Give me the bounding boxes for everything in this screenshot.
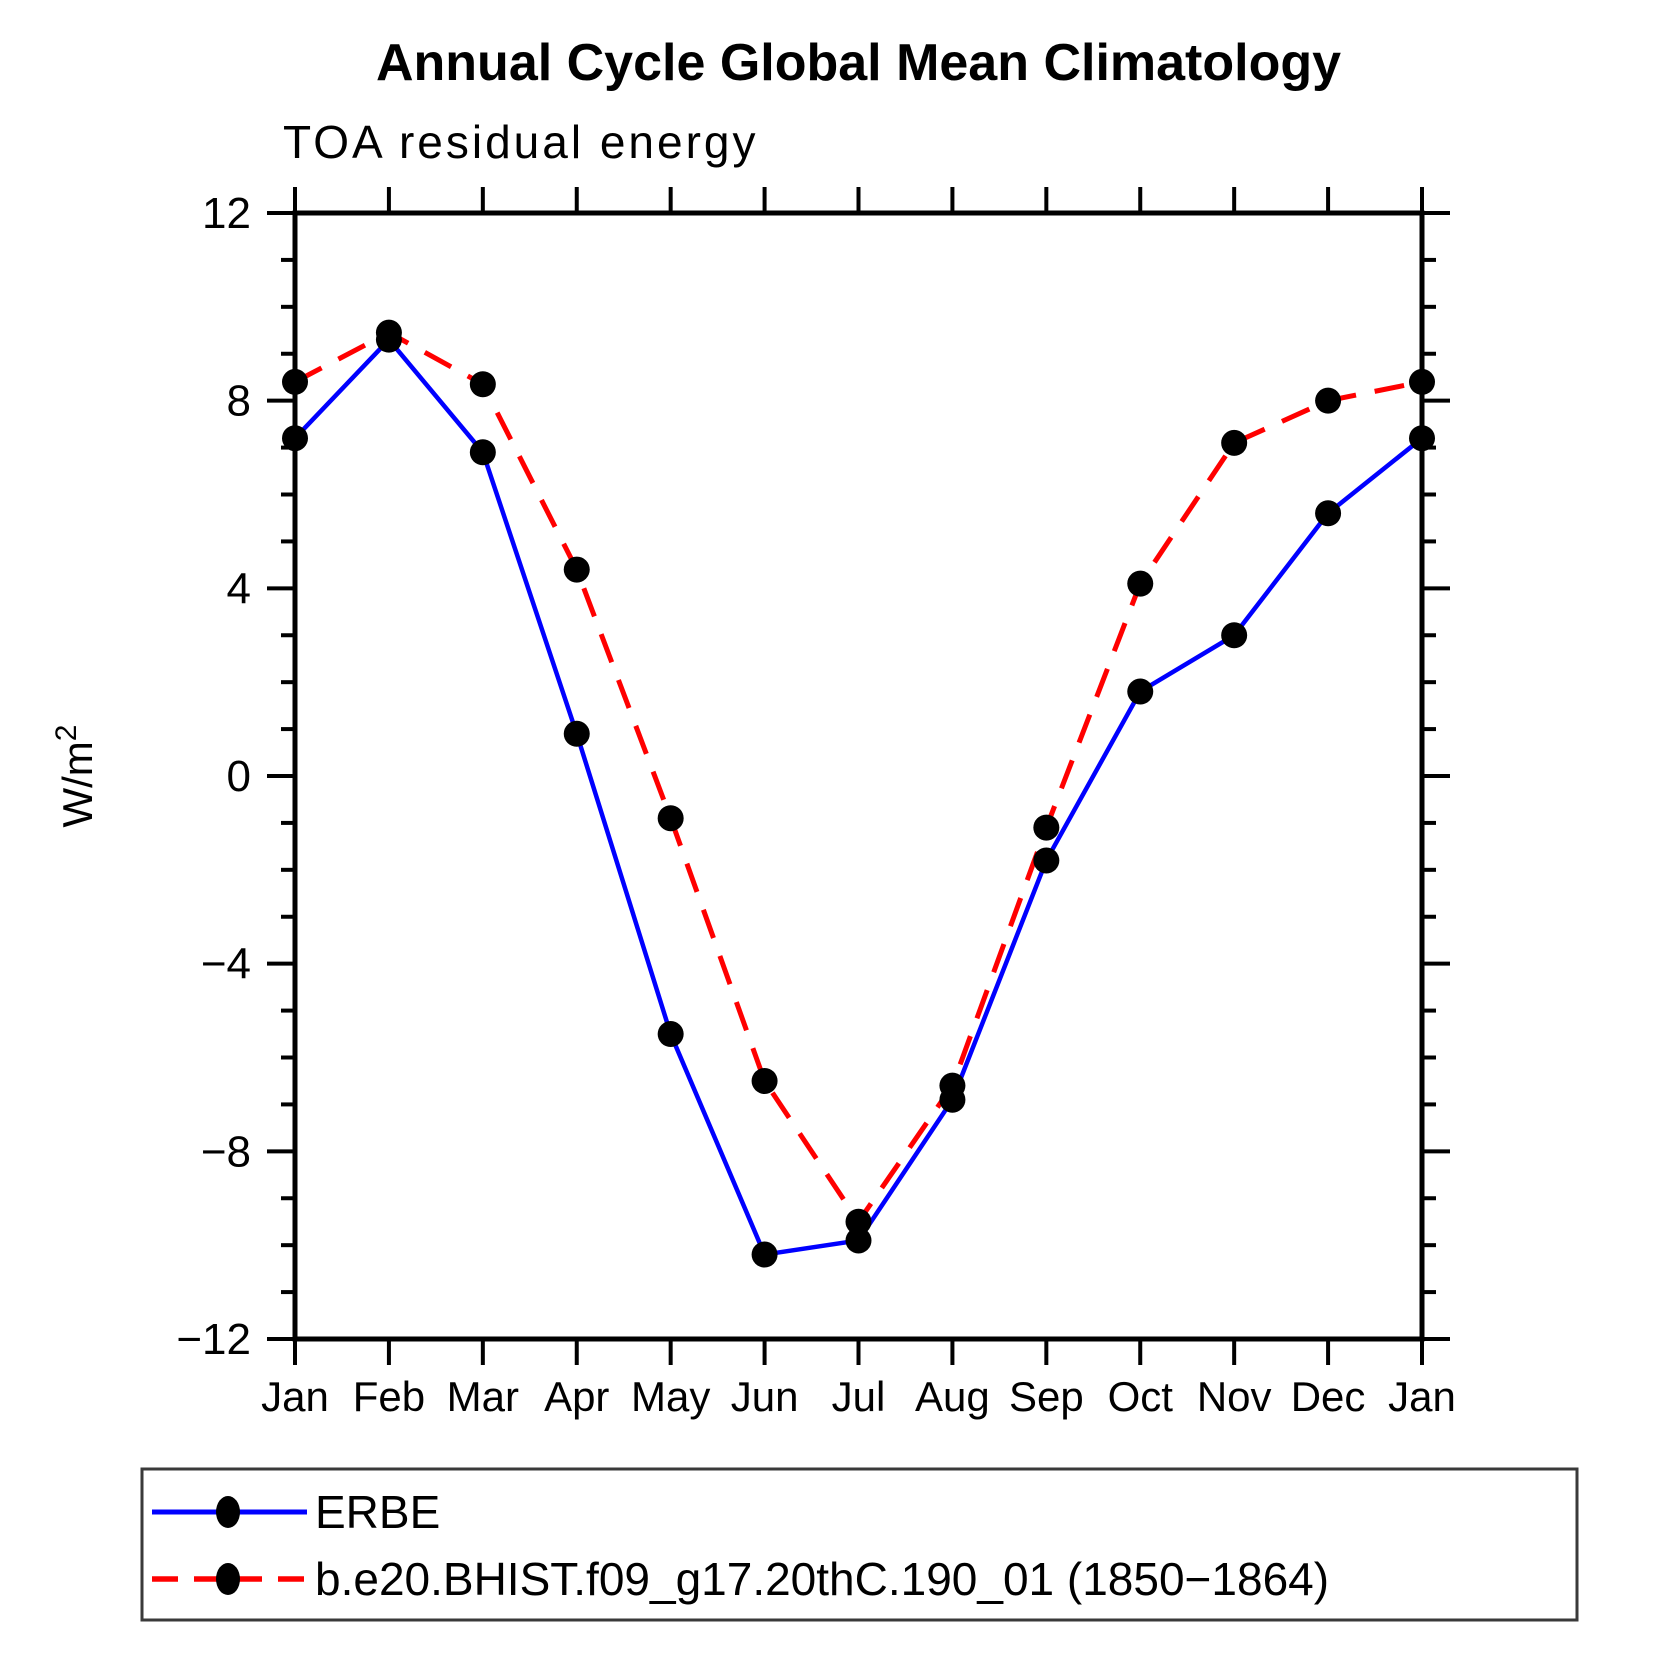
data-point — [939, 1072, 966, 1099]
data-point — [469, 439, 496, 466]
legend: ERBE b.e20.BHIST.f09_g17.20thC.190_01 (18… — [140, 1467, 1579, 1622]
data-point — [1409, 425, 1435, 452]
series-markers-model — [282, 319, 1435, 1235]
data-point — [845, 1227, 872, 1254]
data-point — [845, 1208, 872, 1235]
y-tick-label: 4 — [227, 564, 251, 613]
plot-frame — [292, 210, 1425, 1342]
data-point — [1315, 387, 1342, 414]
data-point — [1127, 678, 1154, 705]
data-point — [751, 1241, 778, 1268]
y-tick-label: 12 — [202, 189, 251, 238]
x-tick-label: Jul — [832, 1373, 886, 1420]
data-point — [563, 556, 590, 583]
x-tick-label: Jun — [731, 1373, 799, 1420]
series-line-model — [293, 329, 1423, 1227]
x-tick-label: Sep — [1009, 1373, 1084, 1420]
legend-box — [140, 1467, 1579, 1622]
data-point — [1315, 500, 1342, 527]
data-point — [1409, 368, 1435, 395]
data-point — [751, 1067, 778, 1094]
data-point — [1033, 847, 1060, 874]
x-tick-label: Oct — [1108, 1373, 1174, 1420]
x-tick-label: Mar — [447, 1373, 519, 1420]
series-line-erbe — [293, 336, 1424, 1258]
data-point — [1221, 429, 1248, 456]
y-tick-label: −12 — [176, 1315, 251, 1364]
x-tick-label: Aug — [915, 1373, 990, 1420]
x-tick-label: Nov — [1197, 1373, 1272, 1420]
data-point — [1127, 570, 1154, 597]
data-point — [469, 371, 496, 398]
data-point — [282, 425, 308, 452]
data-point — [282, 368, 308, 395]
data-point — [1221, 622, 1248, 649]
x-tick-label: Feb — [353, 1373, 425, 1420]
y-tick-label: −8 — [201, 1127, 251, 1176]
x-tick-label: Apr — [544, 1373, 609, 1420]
axis-ticks — [267, 187, 1450, 1365]
chart-subtitle: TOA residual energy — [283, 116, 759, 168]
data-point — [375, 319, 402, 346]
data-point — [1033, 814, 1060, 841]
y-tick-label: 8 — [227, 377, 251, 426]
legend-marker — [216, 1496, 240, 1528]
data-point — [657, 805, 684, 832]
y-tick-label: −4 — [201, 940, 251, 989]
data-point — [563, 720, 590, 747]
y-tick-label: 0 — [227, 752, 251, 801]
x-tick-label: Dec — [1291, 1373, 1366, 1420]
legend-marker — [216, 1563, 240, 1595]
y-axis-label: W/m2 — [50, 725, 101, 828]
x-tick-label: Jan — [1388, 1373, 1456, 1420]
x-tick-label: Jan — [261, 1373, 329, 1420]
legend-label-model: b.e20.BHIST.f09_g17.20thC.190_01 (1850−1… — [315, 1553, 1329, 1605]
legend-label-erbe: ERBE — [315, 1486, 440, 1538]
data-point — [657, 1021, 684, 1048]
x-tick-label: May — [631, 1373, 710, 1420]
series-markers-erbe — [282, 326, 1435, 1268]
chart-title: Annual Cycle Global Mean Climatology — [376, 34, 1341, 92]
